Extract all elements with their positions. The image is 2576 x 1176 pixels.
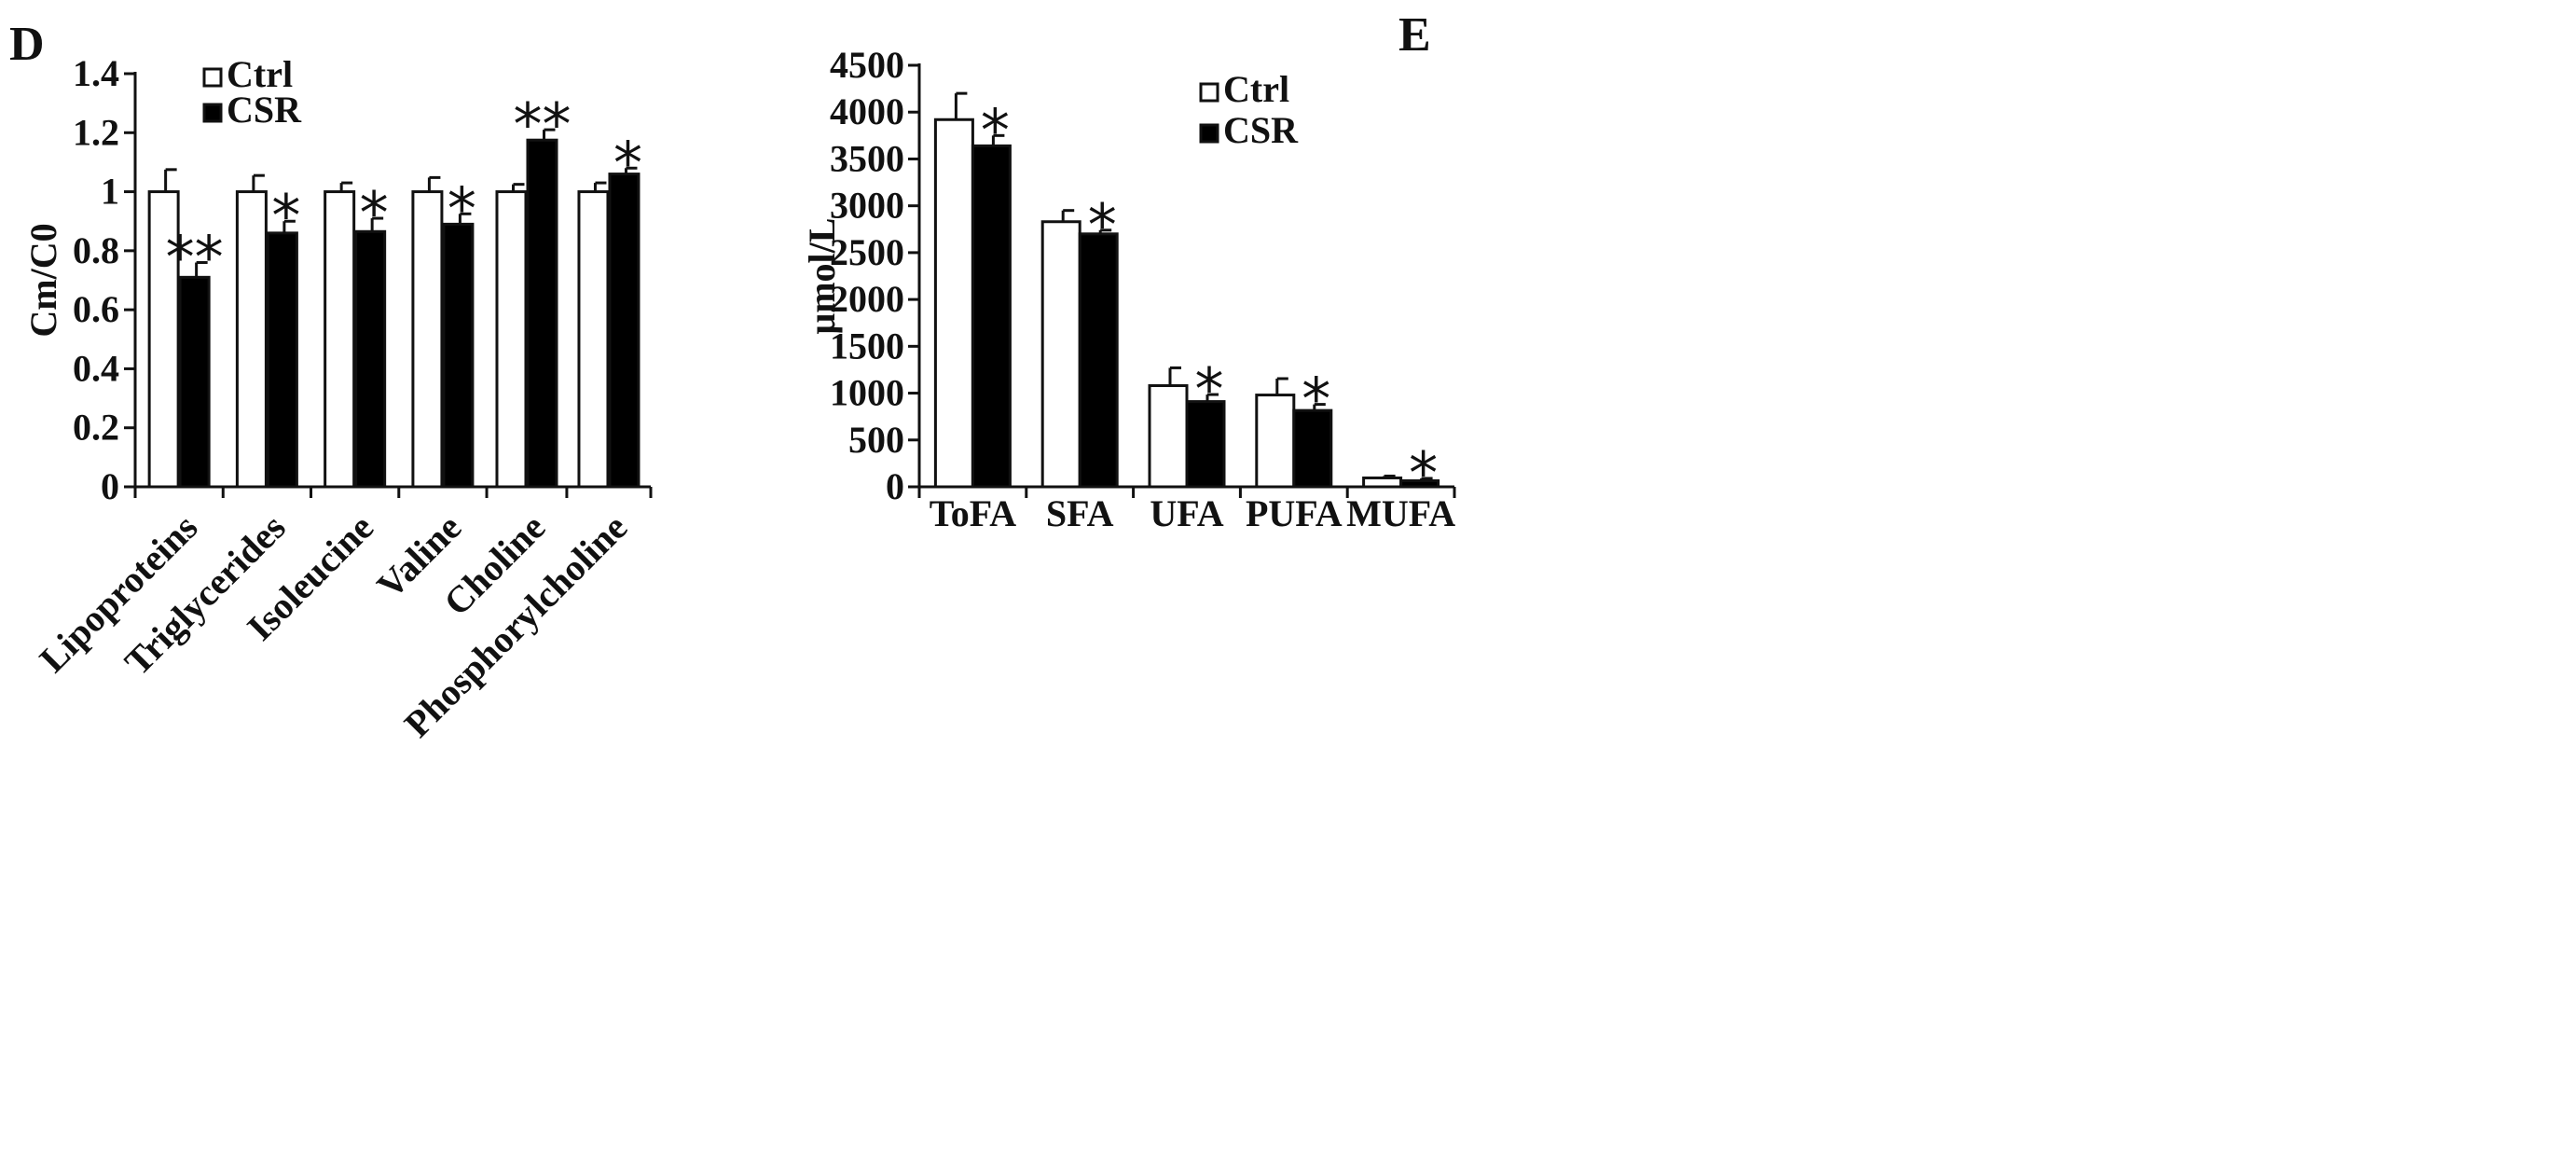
- panel-e-bar-csr-tofa: [971, 144, 1012, 489]
- panel-d-y-tick-label: 0.4: [73, 347, 119, 389]
- panel-d-bar-ctrl-phosphorylcholine: [577, 190, 610, 489]
- panel-d-significance-label: **: [166, 224, 224, 292]
- panel-d-y-axis-title: Cm/C0: [22, 223, 64, 337]
- panel-e-bar-csr-ufa: [1185, 400, 1226, 489]
- panel-d-significance-label: **: [513, 90, 571, 159]
- panel-e-bar-ctrl-sfa: [1040, 220, 1081, 489]
- panel-d-significance-label: *: [360, 179, 389, 247]
- panel-d-y-tick-label: 0.6: [73, 288, 119, 330]
- panel-d-bar-csr-phosphorylcholine: [608, 173, 641, 489]
- panel-e-y-tick-label: 1500: [830, 325, 904, 367]
- panel-d-bar-csr-choline: [526, 138, 558, 489]
- panel-d-bar-csr-triglycerides: [266, 231, 298, 489]
- panel-e-legend-swatch-csr: [1199, 123, 1219, 144]
- panel-e-y-tick-label: 500: [848, 419, 904, 461]
- panel-e-legend-label-ctrl: Ctrl: [1223, 68, 1289, 110]
- panel-e-y-tick-label: 2000: [830, 278, 904, 320]
- panel-e-category-label: ToFA: [930, 492, 1016, 534]
- panel-d-bar-ctrl-isoleucine: [324, 190, 356, 489]
- panel-e-significance-label: *: [1195, 355, 1224, 423]
- panel-e-y-axis-title: μmol/L: [801, 218, 843, 335]
- panel-d-y-tick-label: 1: [101, 171, 119, 213]
- panel-d-significance-label: *: [271, 182, 300, 250]
- panel-d-y-tick-label: 1.2: [73, 111, 119, 153]
- panel-e-y-tick-label: 0: [886, 465, 904, 507]
- panel-d-bar-csr-isoleucine: [354, 229, 387, 489]
- panel-e-significance-label: *: [981, 96, 1010, 164]
- panel-d-legend-label-ctrl: Ctrl: [227, 53, 293, 95]
- panel-d-legend-swatch-ctrl: [202, 67, 223, 88]
- panel-e-bar-csr-mufa: [1399, 478, 1440, 489]
- panel-e-significance-label: *: [1409, 439, 1438, 507]
- panel-d-bar-ctrl-lipoproteins: [147, 190, 180, 489]
- panel-d-bar-ctrl-choline: [495, 190, 528, 489]
- panel-e-bar-ctrl-tofa: [933, 118, 974, 489]
- panel-e-y-tick-label: 1000: [830, 372, 904, 414]
- panel-e-category-label: SFA: [1046, 492, 1114, 534]
- panel-d-y-tick-label: 0: [101, 465, 119, 507]
- panel-e-category-label: PUFA: [1246, 492, 1343, 534]
- panel-d-significance-label: *: [613, 129, 642, 197]
- panel-e-bar-csr-pufa: [1292, 408, 1333, 489]
- panel-e-label: E: [1398, 8, 1431, 62]
- panel-d-significance-label: *: [448, 174, 476, 242]
- panel-d-bar-ctrl-valine: [411, 190, 444, 489]
- panel-d-label: D: [9, 18, 45, 71]
- panel-d-legend-label-csr: CSR: [227, 89, 302, 131]
- panel-e-y-tick-label: 3500: [830, 137, 904, 179]
- panel-e-y-tick-label: 4000: [830, 90, 904, 132]
- panel-e-y-tick-label: 4500: [830, 44, 904, 86]
- panel-e-y-tick-label: 2500: [830, 231, 904, 273]
- panel-e-bar-ctrl-mufa: [1362, 476, 1403, 489]
- panel-d-legend-swatch-csr: [202, 103, 223, 123]
- panel-e-category-label: MUFA: [1346, 492, 1455, 534]
- panel-d-bar-csr-valine: [442, 222, 475, 489]
- panel-e-category-label: UFA: [1150, 492, 1223, 534]
- panel-d-y-tick-label: 0.8: [73, 229, 119, 271]
- panel-d-bar-ctrl-triglycerides: [235, 190, 268, 489]
- panel-e-legend-swatch-ctrl: [1199, 82, 1219, 103]
- panel-e-significance-label: *: [1088, 191, 1117, 259]
- panel-e-bar-ctrl-pufa: [1255, 394, 1296, 489]
- panel-d-y-tick-label: 1.4: [73, 52, 119, 94]
- panel-d-y-tick-label: 0.2: [73, 407, 119, 449]
- panel-e-bar-ctrl-ufa: [1148, 384, 1189, 489]
- panel-d-bar-csr-lipoproteins: [178, 275, 211, 489]
- panel-e-significance-label: *: [1302, 366, 1330, 434]
- panel-e-legend-label-csr: CSR: [1223, 109, 1299, 151]
- panel-e-y-tick-label: 3000: [830, 185, 904, 227]
- panel-e-bar-csr-sfa: [1078, 232, 1119, 489]
